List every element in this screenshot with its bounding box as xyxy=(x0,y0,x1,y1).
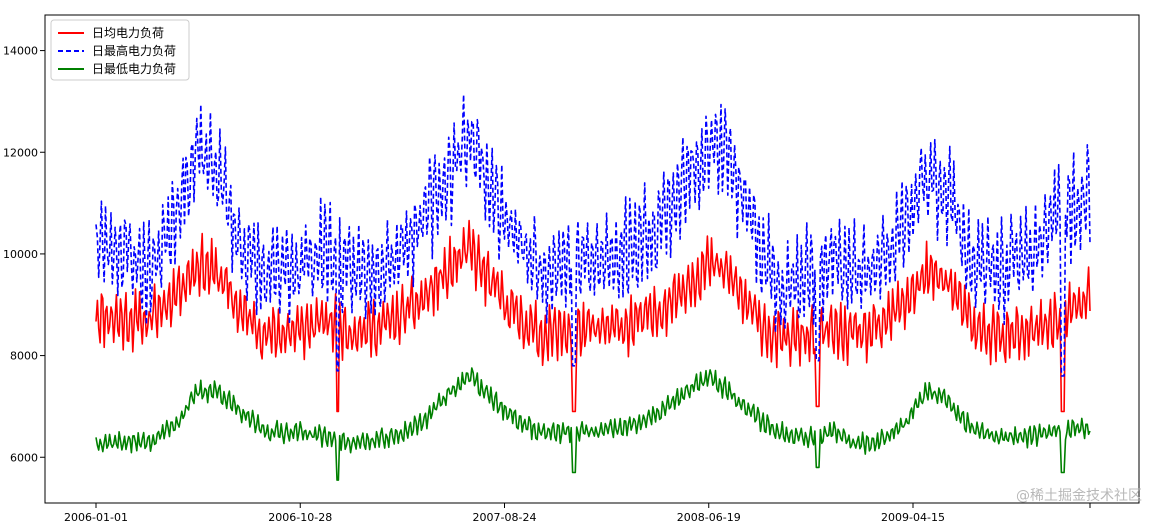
legend: 日均电力负荷 日最高电力负荷 日最低电力负荷 xyxy=(50,19,190,81)
y-tick-label: 6000 xyxy=(10,451,38,464)
series-layer xyxy=(95,93,1091,481)
series-min-load xyxy=(95,367,1091,481)
legend-label-min: 日最低电力负荷 xyxy=(92,62,176,76)
y-tick-label: 12000 xyxy=(3,146,38,159)
x-tick-label: 2008-06-19 xyxy=(677,511,741,523)
legend-label-max: 日最高电力负荷 xyxy=(92,43,176,58)
series-max-load xyxy=(95,93,1091,377)
y-tick-label: 14000 xyxy=(3,45,38,58)
x-tick-label: 2006-01-01 xyxy=(64,511,128,523)
axis-layer: 6000 8000 10000 12000 14000 2006-01-01 2006-10… xyxy=(3,45,1091,523)
legend-label-avg: 日均电力负荷 xyxy=(92,26,164,40)
legend-box xyxy=(50,19,190,81)
plot-area xyxy=(44,14,1140,504)
x-tick-label: 2007-08-24 xyxy=(473,511,537,523)
watermark: @稀土掘金技术社区 xyxy=(1016,488,1142,504)
y-tick-label: 10000 xyxy=(3,248,38,261)
series-avg-load xyxy=(95,219,1091,413)
x-tick-label: 2009-04-15 xyxy=(881,511,945,523)
y-tick-label: 8000 xyxy=(10,350,38,363)
x-tick-label: 2006-10-28 xyxy=(268,511,332,523)
